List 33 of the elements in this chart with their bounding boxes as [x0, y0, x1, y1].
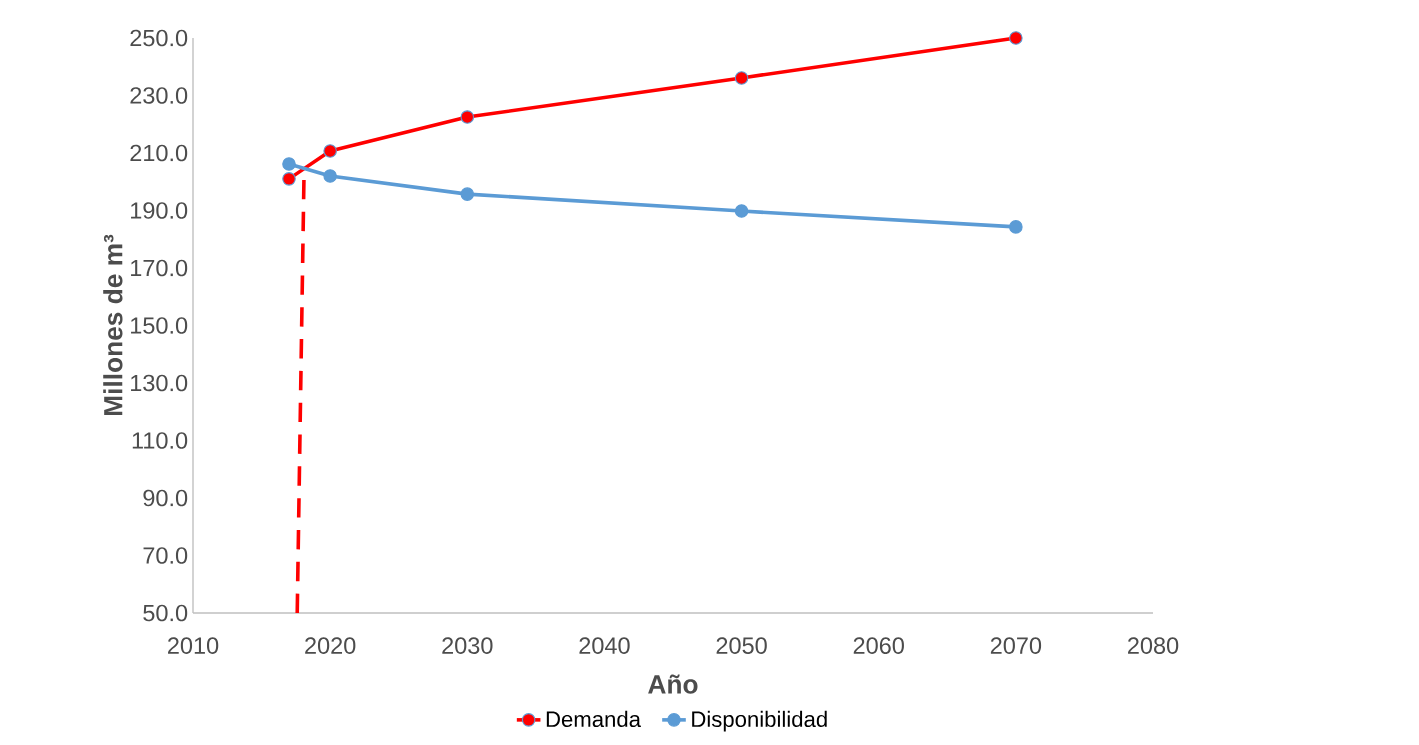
x-tick-label: 2060: [853, 637, 904, 654]
y-tick-label: 110.0: [132, 432, 188, 449]
point: [323, 169, 337, 183]
x-tick-label: 2030: [442, 637, 493, 654]
y-tick-label: 210.0: [130, 144, 188, 162]
legend-label: Disponibilidad: [692, 710, 827, 732]
y-tick-label: 150.0: [131, 317, 188, 334]
x-tick-label: 2050: [716, 637, 767, 654]
x-tick-label: 2040: [579, 637, 630, 654]
x-tick-label: 2020: [305, 637, 356, 654]
y-axis-title: Millones de m³: [103, 234, 123, 416]
y-tick-label: 250.0: [130, 29, 188, 47]
point: [1009, 220, 1023, 234]
y-tick-label: 170.0: [131, 259, 188, 277]
point: [734, 204, 749, 218]
point: [734, 71, 749, 85]
y-tick-label: 230.0: [130, 87, 188, 104]
y-tick-label: 70.0: [143, 547, 188, 564]
x-tick-label: 2080: [1128, 637, 1179, 654]
x-tick-label: 2070: [990, 637, 1042, 654]
y-tick-label: 130.0: [131, 374, 188, 392]
legend-label: Demanda: [546, 710, 641, 728]
point: [282, 157, 296, 171]
x-tick-label: 2010: [168, 637, 219, 654]
point: [323, 144, 337, 158]
y-tick-label: 90.0: [143, 489, 188, 507]
point: [282, 172, 296, 186]
point: [460, 187, 475, 201]
y-tick-label: 50.0: [143, 604, 188, 622]
y-tick-label: 190.0: [131, 202, 188, 219]
point: [1009, 31, 1023, 45]
x-axis-title: Año: [648, 674, 698, 694]
point: [460, 110, 475, 124]
